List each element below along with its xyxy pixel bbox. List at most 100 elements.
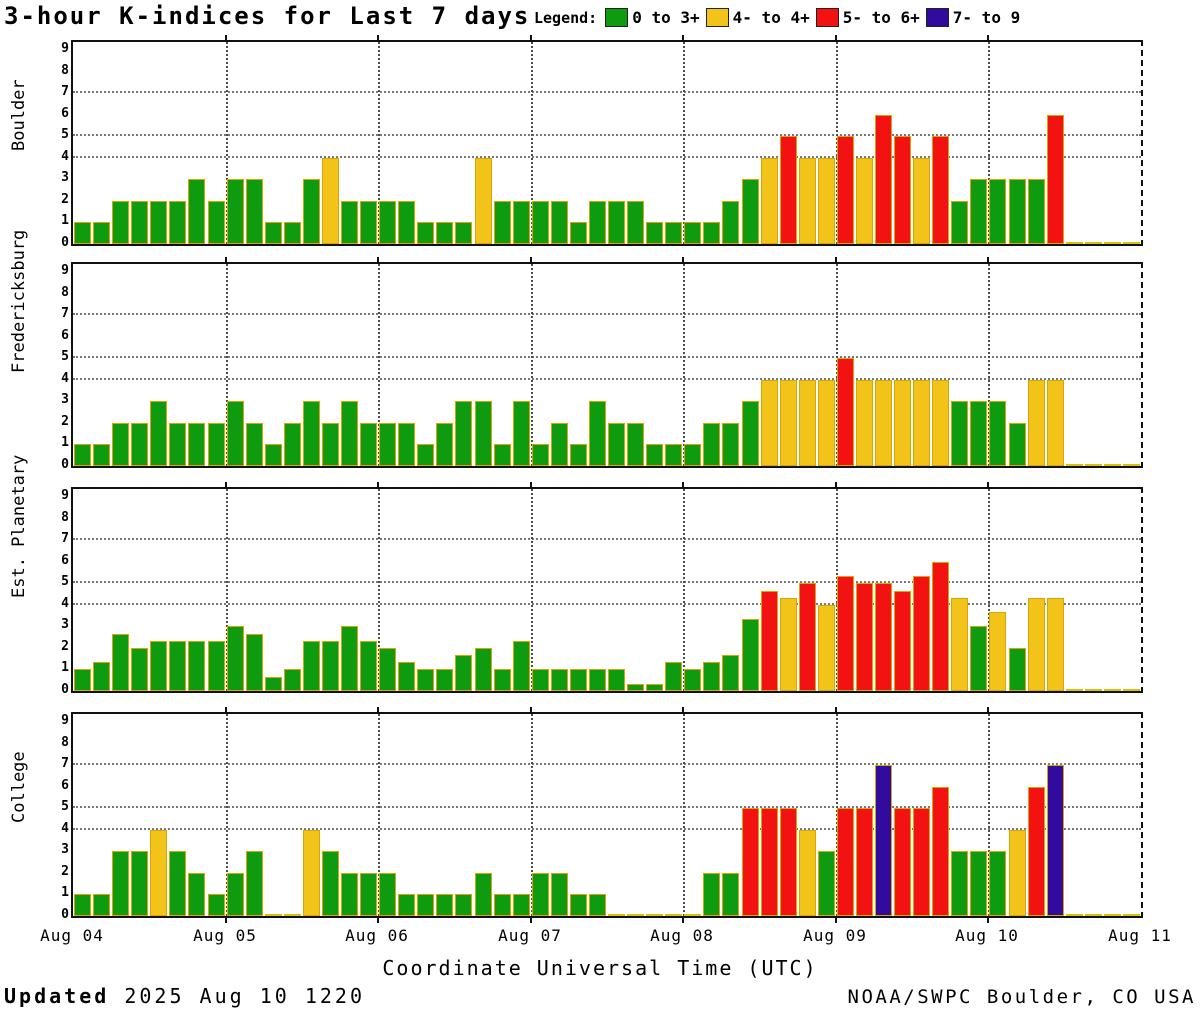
k-index-bar — [703, 423, 720, 466]
k-index-bar — [265, 222, 282, 244]
k-index-bar — [570, 222, 587, 244]
k-index-bar — [722, 201, 739, 244]
y-tick-label: 5 — [61, 349, 69, 364]
day-tick — [377, 35, 379, 40]
k-index-bar — [303, 179, 320, 244]
day-gridline — [531, 714, 533, 916]
purple-swatch — [925, 8, 949, 27]
k-index-bar — [303, 830, 320, 916]
k-index-bar — [589, 894, 606, 916]
k-index-bar — [570, 894, 587, 916]
k-index-bar — [379, 201, 396, 244]
k-index-bar — [322, 641, 339, 691]
k-index-bar — [761, 380, 778, 466]
k-index-bar — [322, 851, 339, 916]
k-index-bar — [608, 914, 625, 916]
legend-item-label: 5- to 6+ — [842, 8, 920, 27]
k-index-bar — [1009, 648, 1026, 691]
y-tick-label: 6 — [61, 328, 69, 343]
day-gridline — [226, 264, 228, 466]
y-tick-label: 0 — [61, 457, 69, 472]
k-index-bar — [951, 401, 968, 466]
k-index-bar — [1028, 380, 1045, 466]
day-gridline — [531, 489, 533, 691]
k-index-bar — [570, 444, 587, 466]
k-index-bar — [837, 358, 854, 466]
legend-item-purple: 7- to 9 — [925, 8, 1021, 27]
k-index-bar — [1028, 598, 1045, 691]
y-tick-label: 3 — [61, 392, 69, 407]
k-index-bar — [722, 655, 739, 691]
y-tick-label: 0 — [61, 907, 69, 922]
day-gridline — [683, 714, 685, 916]
legend-item-yellow: 4- to 4+ — [705, 8, 810, 27]
day-tick — [225, 482, 227, 487]
k-index-bar — [93, 222, 110, 244]
day-tick — [530, 35, 532, 40]
k-index-bar — [1085, 914, 1102, 916]
k-index-bar — [761, 591, 778, 691]
k-index-bar — [1123, 914, 1140, 916]
k-index-bar — [513, 201, 530, 244]
day-tick — [377, 257, 379, 262]
k-index-bar — [265, 444, 282, 466]
k-index-bar — [551, 873, 568, 916]
k-index-bar — [150, 830, 167, 916]
legend-item-label: 7- to 9 — [952, 8, 1021, 27]
k-index-bar — [1066, 689, 1083, 691]
k-index-bar — [665, 222, 682, 244]
day-tick — [682, 35, 684, 40]
k-index-bar — [379, 873, 396, 916]
k-index-bar — [684, 222, 701, 244]
k-index-bar — [494, 669, 511, 691]
day-tick — [225, 257, 227, 262]
legend-item-green: 0 to 3+ — [605, 8, 700, 27]
k-index-bar — [246, 851, 263, 916]
k-index-bar — [246, 179, 263, 244]
updated-value: 2025 Aug 10 1220 — [124, 984, 365, 1008]
day-tick — [225, 918, 227, 923]
k-gridline — [73, 313, 1141, 315]
station-label: Boulder — [9, 79, 29, 151]
y-tick-label: 4 — [61, 821, 69, 836]
k-index-bar — [227, 179, 244, 244]
y-tick-label: 6 — [61, 778, 69, 793]
k-index-bar — [665, 662, 682, 691]
k-index-bar — [646, 914, 663, 916]
k-index-bar — [989, 179, 1006, 244]
k-index-bar — [475, 158, 492, 244]
k-index-bar — [932, 380, 949, 466]
k-index-bar — [265, 677, 282, 691]
station-label: College — [9, 751, 29, 823]
k-index-bar — [970, 401, 987, 466]
y-tick-label: 3 — [61, 617, 69, 632]
k-index-bar — [169, 201, 186, 244]
k-index-bar — [742, 619, 759, 691]
x-tick-label: Aug 07 — [498, 926, 562, 945]
y-tick-label: 7 — [61, 531, 69, 546]
k-index-bar — [398, 894, 415, 916]
panel-est-planetary: 0 1 2 3 4 5 6 7 8 9 — [61, 482, 1143, 697]
k-index-bar — [188, 873, 205, 916]
day-tick — [530, 482, 532, 487]
k-index-bar — [208, 641, 225, 691]
red-swatch — [815, 8, 839, 27]
k-index-bar — [1066, 914, 1083, 916]
y-tick-label: 3 — [61, 170, 69, 185]
k-index-bar — [150, 401, 167, 466]
k-index-bar — [1009, 423, 1026, 466]
k-index-bar — [246, 634, 263, 691]
k-index-bar — [360, 423, 377, 466]
k-index-bar — [341, 201, 358, 244]
k-index-bar — [951, 598, 968, 691]
day-gridline — [988, 264, 990, 466]
k-index-bar — [513, 894, 530, 916]
day-gridline — [378, 42, 380, 244]
k-index-bar — [1066, 464, 1083, 466]
k-index-bar — [627, 201, 644, 244]
k-index-bar — [703, 873, 720, 916]
k-index-bar — [932, 562, 949, 691]
k-index-bar — [570, 669, 587, 691]
k-index-bar — [417, 669, 434, 691]
y-tick-label: 5 — [61, 127, 69, 142]
